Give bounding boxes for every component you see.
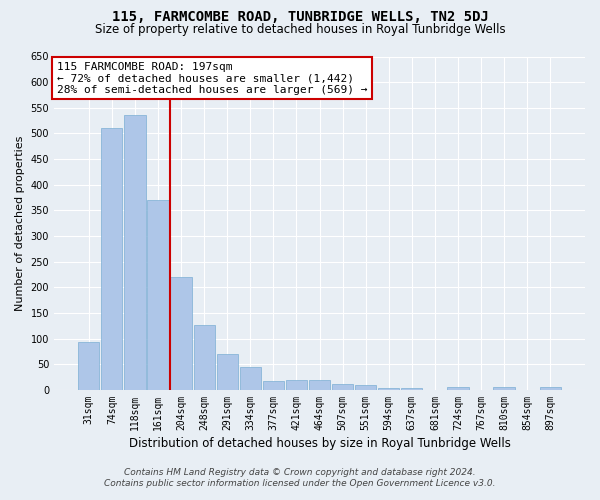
Bar — [332, 384, 353, 390]
Bar — [448, 388, 469, 390]
Y-axis label: Number of detached properties: Number of detached properties — [15, 136, 25, 311]
Bar — [194, 325, 215, 390]
Bar — [78, 342, 100, 390]
Bar — [124, 116, 146, 390]
Text: Contains HM Land Registry data © Crown copyright and database right 2024.
Contai: Contains HM Land Registry data © Crown c… — [104, 468, 496, 487]
Bar — [539, 388, 561, 390]
Bar — [263, 381, 284, 390]
X-axis label: Distribution of detached houses by size in Royal Tunbridge Wells: Distribution of detached houses by size … — [128, 437, 511, 450]
Text: 115, FARMCOMBE ROAD, TUNBRIDGE WELLS, TN2 5DJ: 115, FARMCOMBE ROAD, TUNBRIDGE WELLS, TN… — [112, 10, 488, 24]
Bar — [309, 380, 330, 390]
Bar — [101, 128, 122, 390]
Text: 115 FARMCOMBE ROAD: 197sqm
← 72% of detached houses are smaller (1,442)
28% of s: 115 FARMCOMBE ROAD: 197sqm ← 72% of deta… — [56, 62, 367, 94]
Bar — [239, 368, 261, 390]
Bar — [286, 380, 307, 390]
Text: Size of property relative to detached houses in Royal Tunbridge Wells: Size of property relative to detached ho… — [95, 22, 505, 36]
Bar — [355, 385, 376, 390]
Bar — [493, 388, 515, 390]
Bar — [148, 200, 169, 390]
Bar — [170, 277, 191, 390]
Bar — [401, 388, 422, 390]
Bar — [217, 354, 238, 390]
Bar — [378, 388, 400, 390]
